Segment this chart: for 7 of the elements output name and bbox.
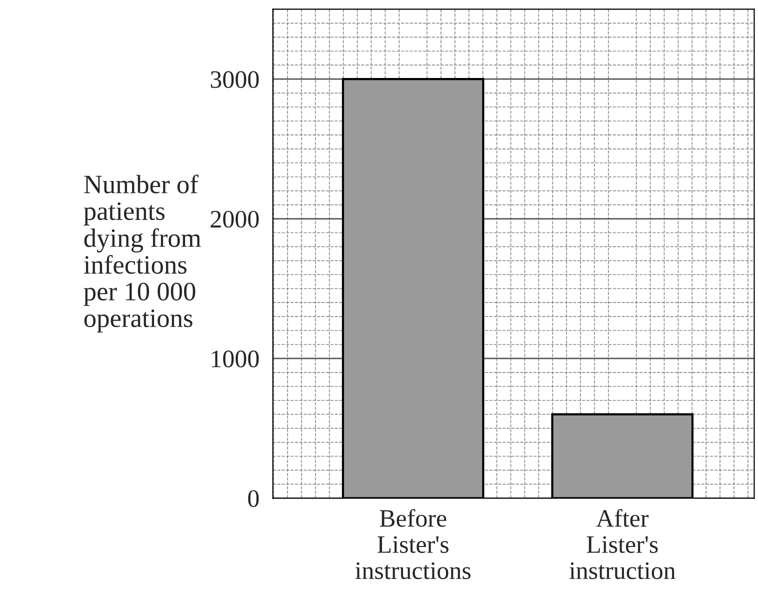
y-tick-label: 0 bbox=[248, 490, 259, 508]
y-tick-label: 2000 bbox=[210, 210, 259, 228]
y-axis-title: Number of patients dying from infections per 10 000 operations bbox=[84, 174, 201, 333]
x-tick-label: After Lister's instruction bbox=[569, 509, 676, 580]
y-tick-label: 3000 bbox=[210, 71, 259, 88]
x-tick-label: Before Lister's instructions bbox=[355, 509, 471, 580]
y-tick-label: 1000 bbox=[212, 350, 259, 368]
